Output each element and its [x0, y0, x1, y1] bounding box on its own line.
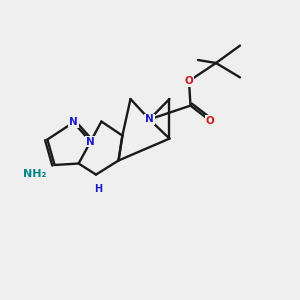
Text: N: N [69, 117, 78, 128]
Text: H: H [94, 184, 103, 194]
Text: O: O [184, 76, 194, 86]
Text: NH₂: NH₂ [23, 169, 46, 179]
Text: N: N [86, 136, 95, 147]
Text: O: O [206, 116, 214, 126]
Text: N: N [145, 114, 154, 124]
